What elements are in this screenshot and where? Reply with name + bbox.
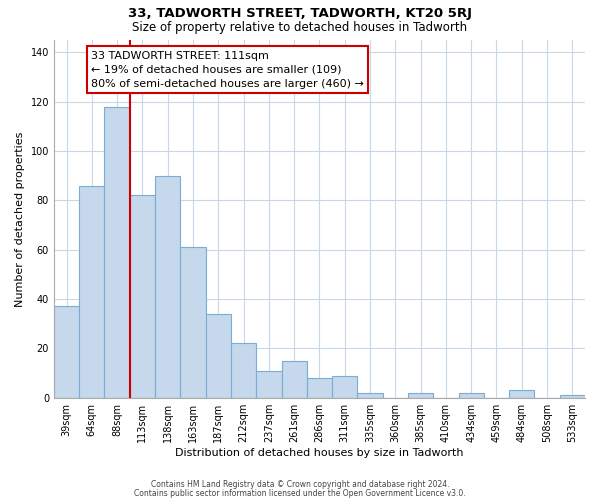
Bar [130, 196, 155, 398]
Bar [458, 393, 484, 398]
Bar [206, 314, 231, 398]
Bar [509, 390, 535, 398]
Bar [307, 378, 332, 398]
Text: Contains public sector information licensed under the Open Government Licence v3: Contains public sector information licen… [134, 488, 466, 498]
Bar [332, 376, 358, 398]
Bar [181, 247, 206, 398]
X-axis label: Distribution of detached houses by size in Tadworth: Distribution of detached houses by size … [175, 448, 464, 458]
Bar [231, 344, 256, 398]
Text: 33, TADWORTH STREET, TADWORTH, KT20 5RJ: 33, TADWORTH STREET, TADWORTH, KT20 5RJ [128, 8, 472, 20]
Text: 33 TADWORTH STREET: 111sqm
← 19% of detached houses are smaller (109)
80% of sem: 33 TADWORTH STREET: 111sqm ← 19% of deta… [91, 50, 364, 88]
Text: Contains HM Land Registry data © Crown copyright and database right 2024.: Contains HM Land Registry data © Crown c… [151, 480, 449, 489]
Bar [281, 360, 307, 398]
Text: Size of property relative to detached houses in Tadworth: Size of property relative to detached ho… [133, 21, 467, 34]
Y-axis label: Number of detached properties: Number of detached properties [15, 131, 25, 306]
Bar [104, 106, 130, 398]
Bar [256, 370, 281, 398]
Bar [155, 176, 181, 398]
Bar [54, 306, 79, 398]
Bar [560, 395, 585, 398]
Bar [79, 186, 104, 398]
Bar [358, 393, 383, 398]
Bar [408, 393, 433, 398]
